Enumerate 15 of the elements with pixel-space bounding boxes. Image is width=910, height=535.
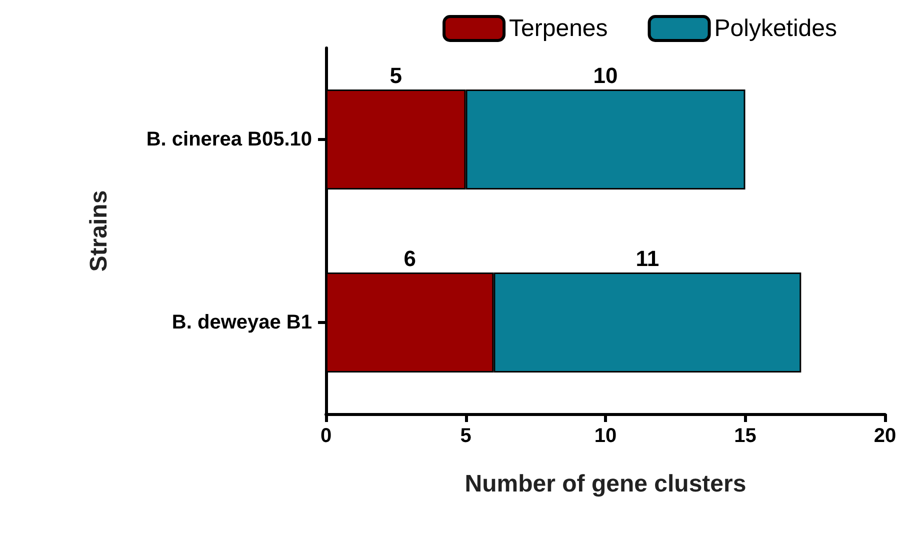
y-tick-label: B. cinerea B05.10	[146, 128, 312, 150]
data-label: 6	[404, 246, 416, 271]
data-label: 11	[636, 246, 660, 271]
data-label: 5	[390, 63, 402, 88]
x-tick-label: 15	[734, 425, 756, 447]
y-axis-title: Strains	[86, 190, 112, 272]
x-tick-label: 5	[460, 425, 472, 447]
x-tick-label: 20	[874, 425, 896, 447]
x-tick-label: 0	[320, 425, 332, 447]
x-axis-title: Number of gene clusters	[464, 470, 746, 498]
y-tick-label: B. deweyae B1	[172, 312, 312, 334]
data-label: 10	[593, 63, 618, 88]
legend-label: Terpenes	[509, 15, 608, 42]
x-tick-label: 10	[594, 425, 617, 447]
legend-label: Polyketides	[714, 15, 838, 42]
